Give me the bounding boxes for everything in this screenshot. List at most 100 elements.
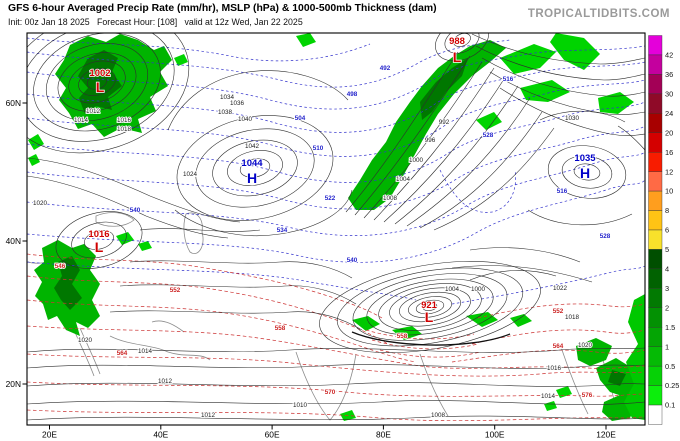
contour-label-1004: 1004 [445,286,460,293]
contour-label-1016: 1016 [117,117,132,124]
precip-colorbar: 42 36 30 24 20 16 12 10 8 6 5 4 3 2 1.5 1 0.5 0.25 0.1 [648,35,679,425]
colorbar-tick-label: 8 [665,206,669,215]
contour-label-1014: 1014 [541,393,556,400]
colorbar-tick-label: 5 [665,245,669,254]
contour-label-1000: 1000 [409,157,424,164]
contour-label-552: 552 [170,287,181,294]
colorbar-cell [648,93,663,114]
contour-label-540: 540 [130,207,141,214]
lon-tick-label: 40E [153,430,168,440]
contour-label-1038: 1038 [218,109,233,116]
lat-tick-label: 40N [6,236,21,246]
colorbar-cell [648,404,663,425]
pressure-center-high: H [247,170,257,186]
contour-label-1040: 1040 [238,116,253,123]
contour-label-1020: 1020 [33,200,48,207]
contour-label-570: 570 [325,389,336,396]
pressure-value-1016: 1016 [88,229,109,240]
pressure-value-1035: 1035 [574,153,596,164]
colorbar-tick-label: 6 [665,226,669,235]
contour-label-1012: 1012 [158,378,173,385]
contour-label-1016: 1016 [547,365,562,372]
latitude-axis: 60N 40N 20N [6,98,27,389]
colorbar-cell [648,327,663,347]
thickness-warm-contours [27,253,645,422]
contour-label-504: 504 [295,115,306,122]
contour-label-498: 498 [347,91,358,98]
lon-tick-label: 20E [42,430,57,440]
contour-label-996: 996 [425,137,436,144]
map-init-forecast-line: Init: 00z Jan 18 2025 Forecast Hour: [10… [8,16,303,27]
colorbar-cell [648,229,663,250]
contour-label-1014: 1014 [74,117,89,124]
contour-label-492: 492 [380,65,391,72]
contour-label-1020: 1020 [578,342,593,349]
colorbar-tick-label: 12 [665,167,673,176]
mslp-contours [27,33,645,421]
contour-label-1034: 1034 [220,94,235,101]
contour-label-1008: 1008 [383,195,398,202]
contour-label-516: 516 [503,76,514,83]
pressure-center-high: H [580,165,590,181]
contour-label-1000: 1000 [471,286,486,293]
colorbar-tick-label: 1.5 [665,323,675,332]
colorbar-cell [648,288,663,309]
contour-label-1012: 1012 [201,412,216,419]
colorbar-cell [648,132,663,153]
pressure-value-988: 988 [449,36,465,47]
colorbar-cell [648,35,663,56]
contour-label-1042: 1042 [245,143,260,150]
contour-label-1004: 1004 [396,176,411,183]
contour-label-1024: 1024 [183,171,198,178]
pressure-center-low: L [425,309,434,325]
colorbar-tick-label: 0.1 [665,401,675,410]
colorbar-cell [648,210,663,231]
colorbar-tick-label: 0.5 [665,362,675,371]
thickness-cold-contours [27,37,645,305]
colorbar-tick-label: 4 [665,265,669,274]
colorbar-cell [648,385,663,406]
colorbar-tick-label: 30 [665,89,673,98]
contour-label-1036: 1036 [230,100,245,107]
lat-tick-label: 60N [6,98,21,108]
map-border [26,32,646,426]
pressure-center-low: L [95,239,104,255]
contour-label-1030: 1030 [565,115,580,122]
precip-layer [28,33,645,421]
contour-label-1018: 1018 [565,314,580,321]
contour-label-1012: 1012 [86,108,101,115]
contour-label-1014: 1014 [138,348,153,355]
pressure-center-low: L [453,49,462,65]
lon-tick-label: 120E [596,430,616,440]
colorbar-tick-label: 10 [665,187,673,196]
contour-label-576: 576 [582,392,593,399]
colorbar-cell [648,171,663,192]
contour-label-1018: 1018 [117,126,132,133]
contour-label-992: 992 [439,119,450,126]
contour-label-546: 546 [55,263,66,270]
longitude-axis: 20E 40E 60E 80E 100E 120E [42,425,616,440]
colorbar-cell [648,346,663,367]
colorbar-tick-label: 3 [665,284,669,293]
contour-label-564: 564 [117,350,128,357]
contour-label-1010: 1010 [293,402,308,409]
colorbar-cell [648,307,663,328]
map-title: GFS 6-hour Averaged Precip Rate (mm/hr),… [8,3,437,14]
colorbar-cell [648,74,663,95]
contour-label-522: 522 [325,195,336,202]
colorbar-tick-label: 0.25 [665,381,679,390]
contour-label-516: 516 [557,188,568,195]
colorbar-cell [648,249,663,270]
colorbar-tick-label: 36 [665,70,673,79]
contour-label-540: 540 [347,257,358,264]
pressure-value-921: 921 [421,300,438,311]
contour-label-1022: 1022 [553,285,568,292]
pressure-value-1002: 1002 [89,68,110,79]
contour-label-1008: 1008 [431,412,446,419]
colorbar-tick-label: 42 [665,51,673,60]
colorbar-cell [648,151,663,172]
